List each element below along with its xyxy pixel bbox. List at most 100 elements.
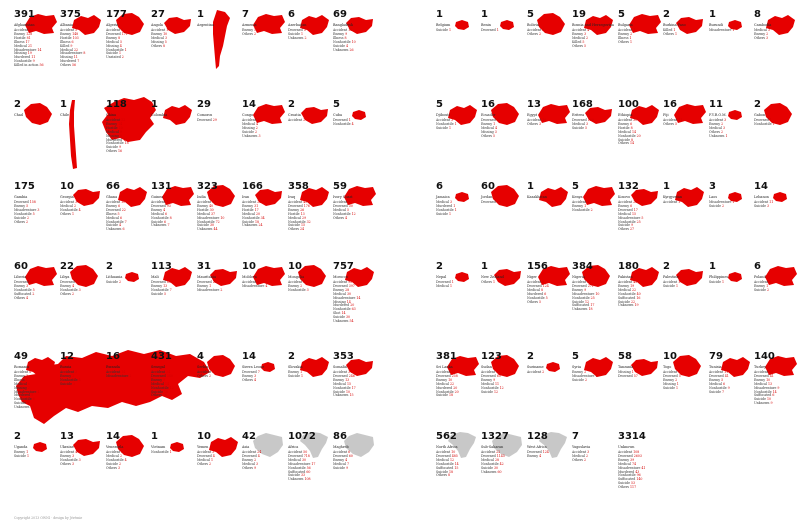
country-cell[interactable]: 757 Morocco Accident 93 Drowned 397 Enemy 28…	[333, 262, 379, 346]
country-cell[interactable]: 375 Albania Accident 5 Enemy 148 Hostile 103…	[60, 10, 106, 94]
country-cell[interactable]: 8 Cambodia Medical 3 Enemy 2 Others 3	[754, 10, 800, 94]
cause-row: Accident 5	[60, 28, 85, 33]
country-cell[interactable]: 100 Ethiopia Accident 30 Enemy 6 Hostile 8 Me…	[618, 100, 664, 184]
country-cell[interactable]: 3 Laos Misadventure 1 Suicide 2	[709, 182, 755, 266]
country-cell[interactable]: 391 Afghanistan Accident 35 Enemy 128 Hostil…	[14, 10, 60, 94]
country-cell[interactable]: 323 India Accident 60 Enemy 40 Hostile 30 Med…	[197, 182, 243, 266]
country-cell[interactable]: 59 Ivory Coast Accident 8 Drowned 30 Medical…	[333, 182, 379, 266]
country-cell[interactable]: 166 Iran Accident 22 Enemy 31 Hostile 17 Medi…	[242, 182, 288, 266]
country-cell[interactable]: 562 North Africa Accident 10 Drowned 485 Med…	[436, 432, 482, 516]
country-cell[interactable]: 1 Kyrgyzstan Accident 1	[663, 182, 709, 266]
country-cell[interactable]: 5 Bolivia Accident 3 Others 2	[527, 10, 573, 94]
country-cell[interactable]: 131 Guinea Accident 7 Drowned 93 Enemy 4 Medi…	[151, 182, 197, 266]
country-cell[interactable]: 13 Egypt Accident 10 Others 3	[527, 100, 573, 184]
country-cell[interactable]: 6 Poland Accident 3 Enemy 1 Suicide 2	[754, 262, 800, 346]
country-cell[interactable]: 14 Venezuela Accident 3 Medical 2 Nonhostile…	[106, 432, 152, 516]
country-cell[interactable]: 5 Djibouti Accident 3 Nonhostile 1 Suicide 1	[436, 100, 482, 184]
country-cell[interactable]: 5 Syria Enemy 2 Misadventure 1 Suicide 2	[572, 352, 618, 436]
country-cell[interactable]: 29 Comoros Drowned 29	[197, 100, 243, 184]
country-cell[interactable]: 16 Rwanda Accident 14 Misadventure 2	[106, 352, 152, 436]
country-cell[interactable]: 5 Cuba Drowned 1 Nonhostile 4	[333, 100, 379, 184]
country-cell[interactable]: 49 Romania Accident 8 Enemy 3 Illness 3 Medic…	[14, 352, 60, 436]
country-cell[interactable]: 1 Philippines Suicide 1	[709, 262, 755, 346]
country-cell[interactable]: 2 Croatia Accident 2	[288, 100, 334, 184]
country-cell[interactable]: 1 Burundi Misadventure 1	[709, 10, 755, 94]
country-cell[interactable]: 5 Bulgaria Accident 1 Enemy 2 Illness 1 Other…	[618, 10, 664, 94]
country-cell[interactable]: 2 Suriname Accident 2	[527, 352, 573, 436]
country-cell[interactable]: 168 Eritrea Drowned 160 Medical 3 Suicide 5	[572, 100, 618, 184]
country-cell[interactable]: 86 Maghreb Accident 6 Drowned 60 Enemy 4 Medi…	[333, 432, 379, 516]
country-cell[interactable]: 1 New Zealand Others 1	[481, 262, 527, 346]
country-cell[interactable]: 123 Sudan Accident 14 Drowned 65 Enemy 9 Medi…	[481, 352, 527, 436]
country-cell[interactable]: 13 Ukraine Accident 4 Enemy 3 Nonhostile 3 Ot…	[60, 432, 106, 516]
country-cell[interactable]: 4 Serbia Accident 2 Others 2	[197, 352, 243, 436]
country-cell[interactable]: 1 Colombia	[151, 100, 197, 184]
country-cell[interactable]: 2 Lithuania Suicide 2	[106, 262, 152, 346]
country-cell[interactable]: 1 Chile	[60, 100, 106, 184]
country-cell[interactable]: 58 Tanzania Missing 1 Drowned 57	[618, 352, 664, 436]
cause-row: Enemy 3	[14, 284, 35, 289]
country-cell[interactable]: 1 Argentina	[197, 10, 243, 94]
country-cell[interactable]: 27 Angola Accident 1 Enemy 10 Medical 3 Missi…	[151, 10, 197, 94]
country-cell[interactable]: 353 Somalia Accident 37 Drowned 246 Enemy 13…	[333, 352, 379, 436]
country-cell[interactable]: 2 Nepal Drowned 1 Medical 1	[436, 262, 482, 346]
country-cell[interactable]: 3314 Unknown Accident 108 Drowned 2603 Enemy…	[618, 432, 664, 516]
country-cell[interactable]: 1 Kazakhstan	[527, 182, 573, 266]
country-cell[interactable]: 381 Sri Lanka Accident 33 Drowned 258 Enemy …	[436, 352, 482, 436]
country-cell[interactable]: 6 Azerbaijan Drowned 3 Suicide 1 Unknown 2	[288, 10, 334, 94]
country-cell[interactable]: 60 Jordan Drowned 60	[481, 182, 527, 266]
country-cell[interactable]: 31 Mauritania Drowned 28 Enemy 1 Misadventur…	[197, 262, 243, 346]
country-cell[interactable]: 60 Liberia Drowned 46 Enemy 3 Nonhostile 5 Su…	[14, 262, 60, 346]
country-cell[interactable]: 177 Algeria Accident 9 Drowned 171 Enemy 8 Me…	[106, 10, 152, 94]
cause-label: Accident	[436, 450, 451, 454]
country-cell[interactable]: 22 Libya Drowned 13 Enemy 4 Nonhostile 3 Othe…	[60, 262, 106, 346]
country-cell[interactable]: 7 Yugoslavia Accident 3 Medical 2 Others 2	[572, 432, 618, 516]
country-cell[interactable]: 1327 Sub-Saharan Accident 22 Drowned 1145 Me…	[481, 432, 527, 516]
country-cell[interactable]: 2 Palestine Accident 1 Suicide 1	[663, 262, 709, 346]
country-cell[interactable]: 10 Georgia Accident 3 Medical 2 Nonhostile 4…	[60, 182, 106, 266]
country-cell[interactable]: 2 Chad	[14, 100, 60, 184]
country-cell[interactable]: 14 Sierra Leone Drowned 7 Enemy 3 Others 4	[242, 352, 288, 436]
country-cell[interactable]: 2 Uganda Enemy 1 Suicide 1	[14, 432, 60, 516]
country-cell[interactable]: 140 Turkey Accident 28 Drowned 41 Enemy 10 Me…	[754, 352, 800, 436]
country-cell[interactable]: 2 Burkina Faso Killed 1 Others 1	[663, 10, 709, 94]
country-cell[interactable]: 10 Yemen Accident 3 Drowned 4 Medical 1 Other…	[197, 432, 243, 516]
country-cell[interactable]: 10 Mongolia Accident 5 Enemy 2 Nonhostile 3	[288, 262, 334, 346]
country-cell[interactable]: 7 Armenia Enemy 5 Others 2	[242, 10, 288, 94]
country-cell[interactable]: 79 Tunisia Accident 11 Drowned 41 Enemy 5 Med…	[709, 352, 755, 436]
country-cell[interactable]: 11 F.Y.R.O.M. Accident 3 Enemy 2 Medical 3 Ot…	[709, 100, 755, 184]
country-cell[interactable]: 128 West Africa Drowned 124 Enemy 4	[527, 432, 573, 516]
country-cell[interactable]: 19 Bosnia and Herzegovina Accident 4 Enemy …	[572, 10, 618, 94]
country-cell[interactable]: 175 Gambia Drowned 158 Enemy 5 Misadventure …	[14, 182, 60, 266]
country-cell[interactable]: 16 Fiji Accident 11 Others 5	[663, 100, 709, 184]
country-cell[interactable]: 66 Ghana Accident 10 Enemy 6 Drowned 22 Illne…	[106, 182, 152, 266]
casualty-count: 2	[436, 261, 443, 272]
country-cell[interactable]: 10 Togo Accident 1 Drowned 5 Enemy 2 Missing …	[663, 352, 709, 436]
country-cell[interactable]: 180 Pakistan Accident 42 Enemy 19 Medical 22…	[618, 262, 664, 346]
country-cell[interactable]: 1 Belgium Suicide 1	[436, 10, 482, 94]
country-cell[interactable]: 2 Gabon Drowned 1 Nonhostile 1	[754, 100, 800, 184]
country-cell[interactable]: 42 Asia Accident 24 Drowned 4 Enemy 2 Medical…	[242, 432, 288, 516]
country-cell[interactable]: 132 Kosovo Accident 28 Enemy 6 Drowned 17 Med…	[618, 182, 664, 266]
country-cell[interactable]: 1 Benin Drowned 1	[481, 10, 527, 94]
country-cell[interactable]: 358 Iraq Accident 43 Drowned 176 Enemy 26 Hos…	[288, 182, 334, 266]
cause-label: Enemy	[60, 283, 72, 288]
country-cell[interactable]: 113 Mali Drowned 88 Enemy 13 Nonhostile 7 Sui…	[151, 262, 197, 346]
country-cell[interactable]: 12 Russia Accident 3 Enemy 2 Nonhostile 4 Sui…	[16, 350, 210, 436]
country-cell[interactable]: 1 Vietnam Nonhostile 1	[151, 432, 197, 516]
cause-row: Missing 1	[618, 370, 638, 375]
country-cell[interactable]: 14 Congo Accident 3 Medical 4 Missing 2 Suici…	[242, 100, 288, 184]
country-cell[interactable]: 2 Slovakia Enemy 1 Suicide 1	[288, 352, 334, 436]
country-cell[interactable]: 5 Kenya Accident 2 Enemy 1 Nonhostile 2	[572, 182, 618, 266]
cause-list: Accident 10 Drowned 485 Medical 12 Nonhosti…	[436, 450, 459, 478]
country-cell[interactable]: 14 Lebanon Accident 11 Suicide 3	[754, 182, 800, 266]
country-cell[interactable]: 10 Moldova Accident 6 Misadventure 4	[242, 262, 288, 346]
country-cell[interactable]: 16 Ecuador Drowned 3 Enemy 1 Medical 4 Missin…	[481, 100, 527, 184]
country-cell[interactable]: 118 China Accident 22 Enemy 14 Hostile 10 Med…	[102, 97, 156, 184]
country-cell[interactable]: 156 Niger Accident 8 Drowned 124 Medical 8 Mu…	[527, 262, 573, 346]
country-cell[interactable]: 1072 Africa Accident 50 Drowned 718 Medical …	[288, 432, 334, 516]
